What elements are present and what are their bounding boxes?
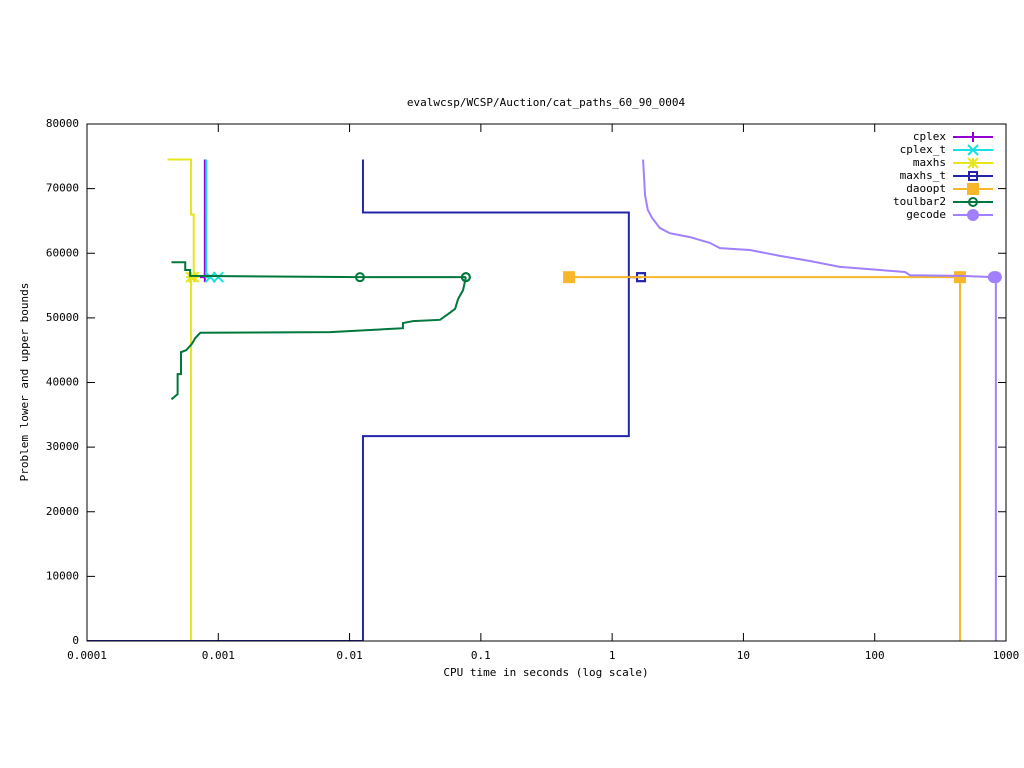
y-tick-label: 60000 — [46, 246, 79, 259]
point — [185, 271, 197, 283]
x-tick-label: 0.1 — [471, 649, 491, 662]
x-tick-label: 0.01 — [336, 649, 363, 662]
y-tick-label: 70000 — [46, 182, 79, 195]
x-tick-label: 0.001 — [202, 649, 235, 662]
chart-title: evalwcsp/WCSP/Auction/cat_paths_60_90_00… — [407, 96, 686, 109]
legend-label: gecode — [906, 208, 946, 221]
legend-label: cplex_t — [900, 143, 946, 156]
y-tick-label: 20000 — [46, 505, 79, 518]
x-tick-label: 1 — [609, 649, 616, 662]
legend-marker — [967, 209, 979, 221]
y-tick-label: 30000 — [46, 440, 79, 453]
point — [460, 272, 471, 283]
series-line — [167, 158, 195, 278]
y-tick-label: 80000 — [46, 117, 79, 130]
legend-marker — [968, 132, 978, 142]
y-tick-label: 10000 — [46, 569, 79, 582]
legend-marker — [968, 171, 978, 181]
point — [989, 271, 1002, 284]
legend-marker — [967, 157, 979, 169]
series-line — [205, 159, 211, 279]
x-tick-label: 100 — [865, 649, 885, 662]
y-tick-label: 40000 — [46, 376, 79, 389]
y-tick-label: 0 — [72, 634, 79, 647]
series-line — [361, 159, 642, 279]
legend-label: cplex — [913, 130, 946, 143]
legend-marker — [968, 197, 978, 207]
legend-label: maxhs_t — [900, 169, 946, 182]
series-line — [171, 261, 360, 279]
series-line — [170, 276, 467, 401]
legend-marker — [967, 144, 979, 156]
point — [563, 271, 576, 284]
x-tick-label: 1000 — [993, 649, 1020, 662]
legend-label: maxhs — [913, 156, 946, 169]
legend-label: toulbar2 — [893, 195, 946, 208]
y-axis-label: Problem lower and upper bounds — [18, 283, 31, 482]
x-axis-label: CPU time in seconds (log scale) — [443, 666, 648, 679]
plot-area — [87, 158, 1002, 641]
x-tick-label: 10 — [737, 649, 750, 662]
plot-frame — [86, 123, 1007, 642]
y-tick-label: 50000 — [46, 311, 79, 324]
point — [212, 271, 224, 283]
legend-marker — [967, 183, 979, 195]
series-line — [87, 276, 642, 641]
legend-label: daoopt — [906, 182, 946, 195]
series-line — [642, 159, 994, 279]
x-tick-label: 0.0001 — [67, 649, 107, 662]
